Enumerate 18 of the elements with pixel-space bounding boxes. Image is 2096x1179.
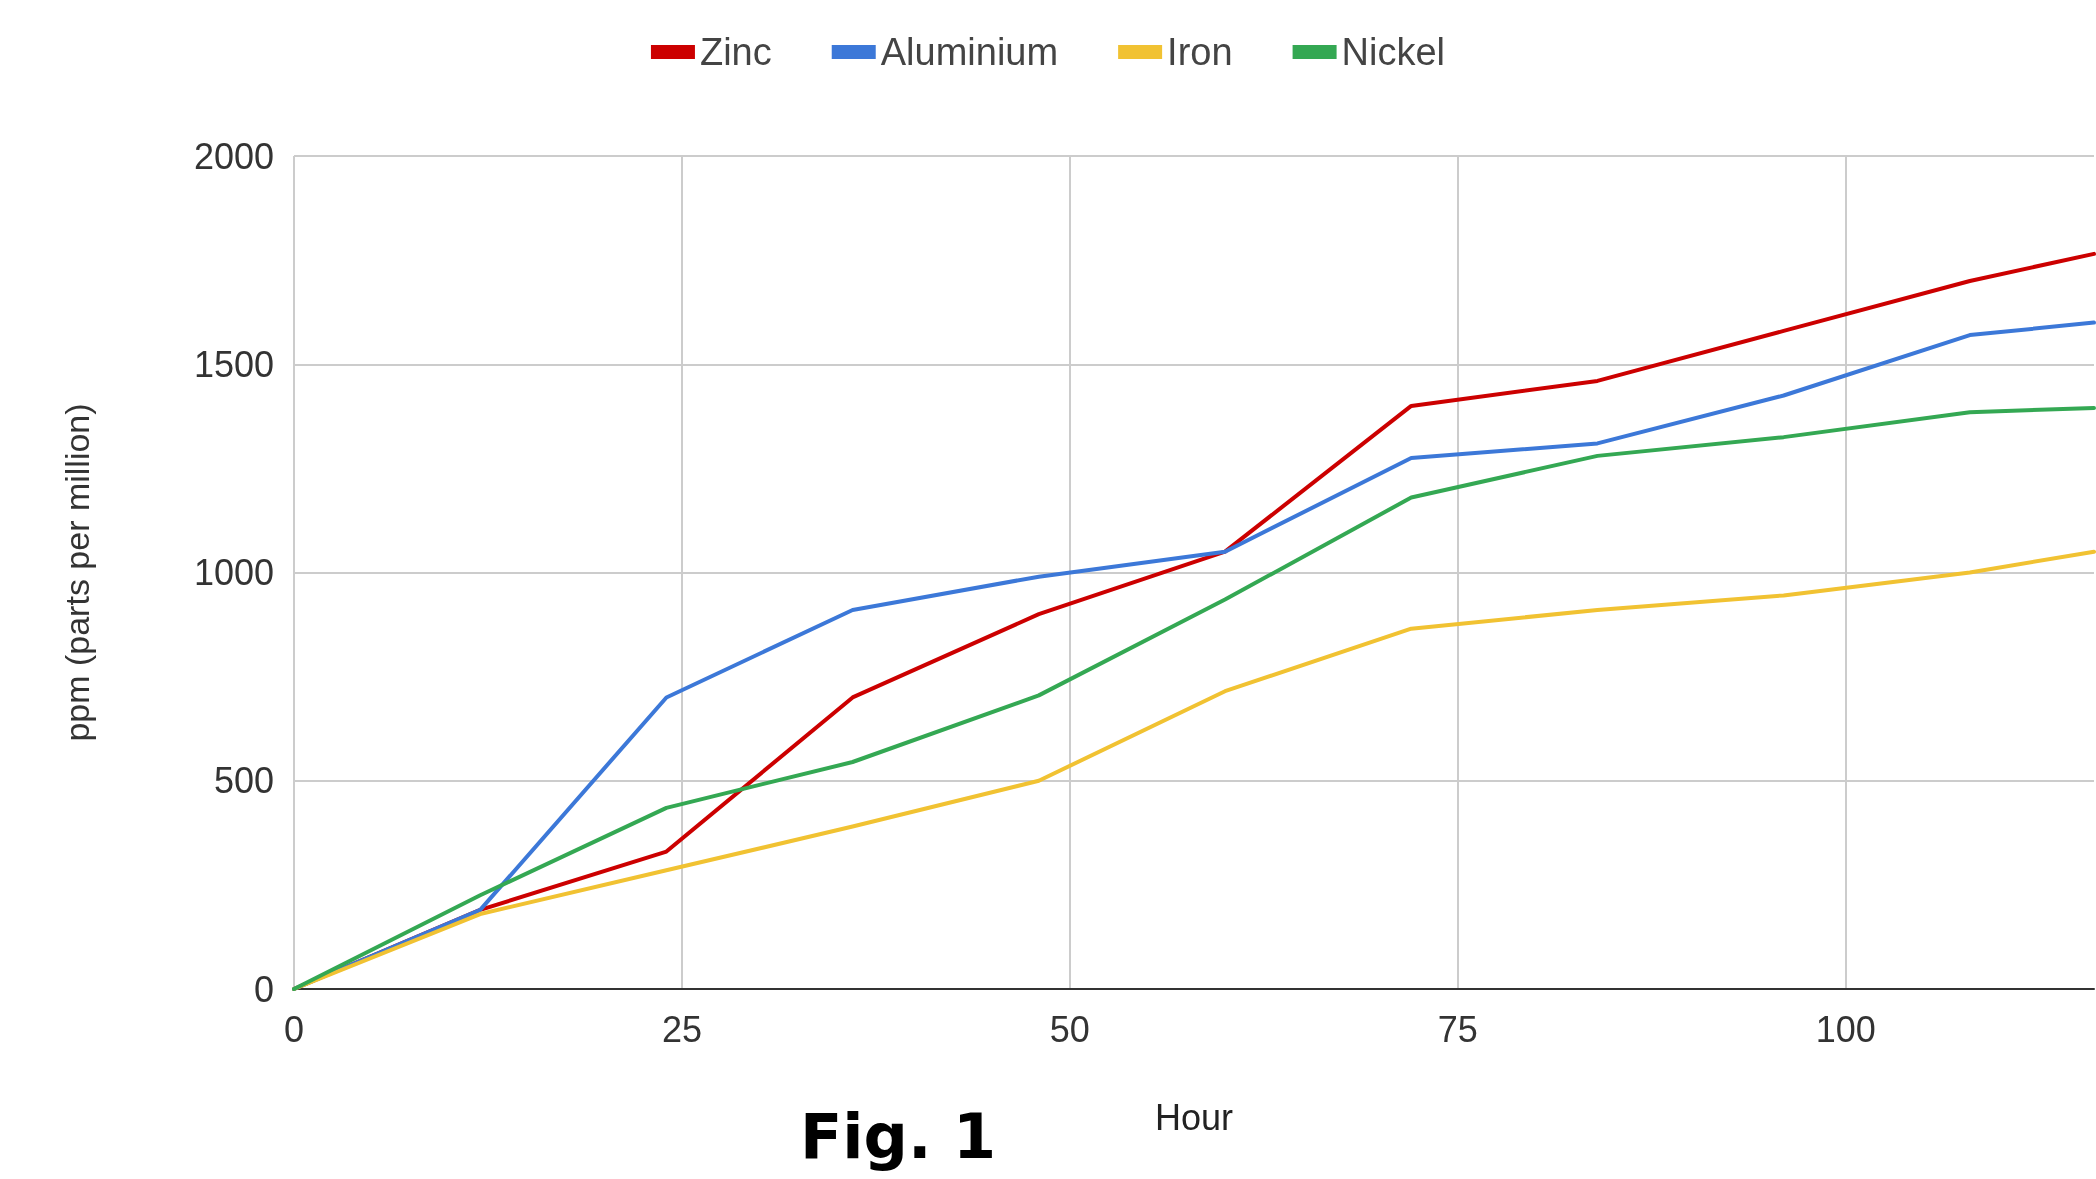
y-tick-label: 1500 [193, 343, 274, 385]
x-tick-label: 75 [1437, 1008, 1478, 1050]
y-tick-label: 500 [213, 760, 274, 802]
legend-label: Iron [1167, 31, 1233, 73]
line-series [292, 549, 2096, 991]
y-tick-label: 2000 [193, 135, 274, 177]
legend-label: Nickel [1341, 31, 1446, 73]
y-tick-label: 0 [253, 968, 274, 1010]
y-tick-label: 1000 [193, 552, 274, 593]
x-tick-label: 0 [283, 1008, 305, 1050]
x-tick-label: 25 [661, 1008, 702, 1050]
x-axis-title: Hour [1154, 1096, 1234, 1138]
legend-label: Aluminium [880, 31, 1059, 73]
legend-label: Zinc [699, 31, 772, 73]
caption: Fig. 1 [800, 1100, 997, 1173]
y-axis-title: ppm (parts per million) [58, 403, 96, 742]
x-tick-label: 50 [1049, 1008, 1090, 1050]
x-tick-label: 100 [1815, 1008, 1876, 1050]
